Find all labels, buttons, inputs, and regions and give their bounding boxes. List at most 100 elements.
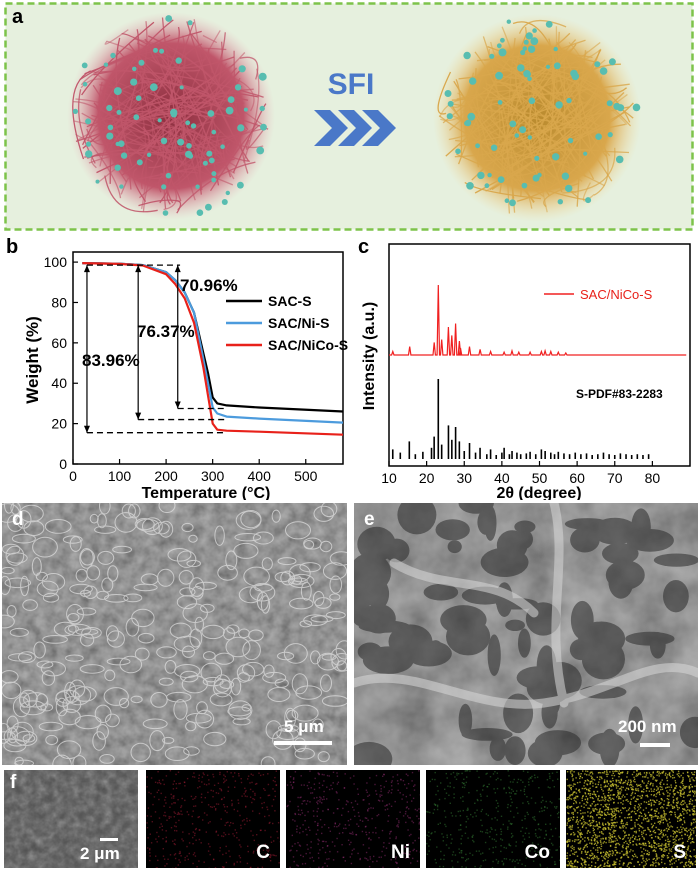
catalyst-particle xyxy=(258,72,267,81)
catalyst-particle xyxy=(165,172,172,179)
catalyst-particle xyxy=(608,58,616,66)
catalyst-particle xyxy=(175,57,182,64)
catalyst-particle xyxy=(185,150,193,158)
catalyst-particle xyxy=(159,48,165,54)
tga-series-sac-nico-s xyxy=(82,262,344,436)
catalyst-particle xyxy=(545,64,551,69)
catalyst-particle xyxy=(607,132,613,138)
tga-ytick-label: 20 xyxy=(51,416,67,432)
panel-f-sem-image: f 2 μm xyxy=(4,770,138,868)
panel-f: f 2 μm C Ni Co S xyxy=(0,768,700,872)
xrd-xtick-label: 70 xyxy=(607,470,623,486)
legend-sac-nico-s: SAC/NiCo-S xyxy=(268,337,348,353)
catalyst-particle xyxy=(153,47,158,53)
catalyst-particle xyxy=(170,111,177,118)
catalyst-particle xyxy=(565,184,573,193)
catalyst-particle xyxy=(179,85,184,90)
catalyst-particle xyxy=(133,114,140,121)
catalyst-particle xyxy=(490,144,498,151)
catalyst-particle xyxy=(211,171,217,177)
tga-xtick-label: 200 xyxy=(154,468,178,484)
catalyst-particle xyxy=(599,67,608,75)
xrd-pattern-sac-nico-s xyxy=(389,284,687,356)
catalyst-particle xyxy=(72,108,78,114)
catalyst-particle xyxy=(447,100,454,107)
tga-xtick-label: 300 xyxy=(201,468,225,484)
sfi-label: SFI xyxy=(328,68,375,101)
catalyst-particle xyxy=(118,140,125,147)
catalyst-particle xyxy=(555,101,563,109)
catalyst-particle xyxy=(566,97,572,104)
panel-c: c 10 20 30 40 50 60 70 80 Intensity (a.u.) 2θ (… xyxy=(350,234,700,502)
catalyst-particle xyxy=(106,104,113,112)
catalyst-particle xyxy=(85,150,93,158)
catalyst-particle xyxy=(259,105,265,112)
tga-xtick-label: 100 xyxy=(108,468,132,484)
catalyst-particle xyxy=(467,112,476,121)
catalyst-particle xyxy=(500,37,505,43)
catalyst-particle xyxy=(116,109,122,115)
catalyst-particle xyxy=(495,71,503,80)
annotation-76-37: 76.37% xyxy=(137,322,195,341)
panel-e-letter: e xyxy=(364,509,375,530)
catalyst-particle xyxy=(211,129,217,135)
catalyst-particle xyxy=(136,159,143,166)
eds-speckle-co xyxy=(426,770,560,868)
tga-ytick-label: 0 xyxy=(59,456,67,472)
catalyst-particle xyxy=(525,32,533,40)
catalyst-particle xyxy=(469,77,477,85)
catalyst-particle xyxy=(552,153,560,161)
catalyst-particle xyxy=(519,126,527,134)
catalyst-particle xyxy=(553,46,558,52)
panel-a-letter: a xyxy=(12,6,24,28)
panel-d-scale-bar xyxy=(274,741,332,745)
tga-xtick-label: 400 xyxy=(248,468,272,484)
catalyst-particle xyxy=(202,160,208,166)
panel-d-scale-label: 5 μm xyxy=(284,717,324,736)
panel-f-scale-label: 2 μm xyxy=(80,844,120,863)
panel-d-letter: d xyxy=(12,509,24,530)
eds-label-s: S xyxy=(673,842,686,863)
catalyst-particle xyxy=(256,146,265,155)
arrow-83-96-head-top xyxy=(83,265,90,273)
catalyst-particle xyxy=(504,198,510,203)
catalyst-particle xyxy=(463,51,471,60)
catalyst-particle xyxy=(527,76,532,82)
catalyst-particle xyxy=(110,52,116,59)
catalyst-particle xyxy=(567,137,574,144)
legend-sac-ni-s: SAC/Ni-S xyxy=(268,315,329,331)
xrd-xlabel: 2θ (degree) xyxy=(496,485,581,500)
catalyst-particle xyxy=(205,203,212,211)
catalyst-particle xyxy=(107,124,114,131)
catalyst-particle xyxy=(444,90,452,97)
catalyst-particle xyxy=(207,110,215,117)
tga-axes-frame xyxy=(72,251,344,465)
catalyst-particle xyxy=(632,103,641,112)
catalyst-particle xyxy=(208,157,215,164)
tga-ylabel: Weight (%) xyxy=(23,316,42,404)
catalyst-particle xyxy=(517,64,525,72)
catalyst-particle xyxy=(211,177,217,183)
eds-speckle-c xyxy=(146,770,280,868)
eds-map-co: Co xyxy=(426,770,560,868)
xrd-xtick-label: 10 xyxy=(381,470,397,486)
catalyst-particle xyxy=(196,209,204,216)
eds-label-co: Co xyxy=(524,842,550,863)
catalyst-particle xyxy=(243,107,248,112)
catalyst-particle xyxy=(206,150,213,157)
panel-a: SFI a xyxy=(4,2,694,231)
panel-b: b 0 100 200 300 400 500 0 20 40 60 80 100 Temperatu… xyxy=(0,234,350,502)
xrd-xtick-label: 50 xyxy=(532,470,548,486)
catalyst-particle xyxy=(106,132,114,140)
catalyst-particle xyxy=(260,123,267,131)
annotation-83-96: 83.96% xyxy=(82,351,140,370)
catalyst-particle xyxy=(487,172,492,178)
catalyst-particle xyxy=(120,152,128,159)
panel-e-scale-bar xyxy=(640,743,670,747)
eds-speckle-s xyxy=(566,770,696,868)
arrow-70-96-head-bottom xyxy=(174,401,181,409)
catalyst-particle xyxy=(85,118,92,125)
catalyst-particle xyxy=(497,100,503,105)
catalyst-particle xyxy=(220,144,225,149)
catalyst-particle xyxy=(160,137,168,145)
